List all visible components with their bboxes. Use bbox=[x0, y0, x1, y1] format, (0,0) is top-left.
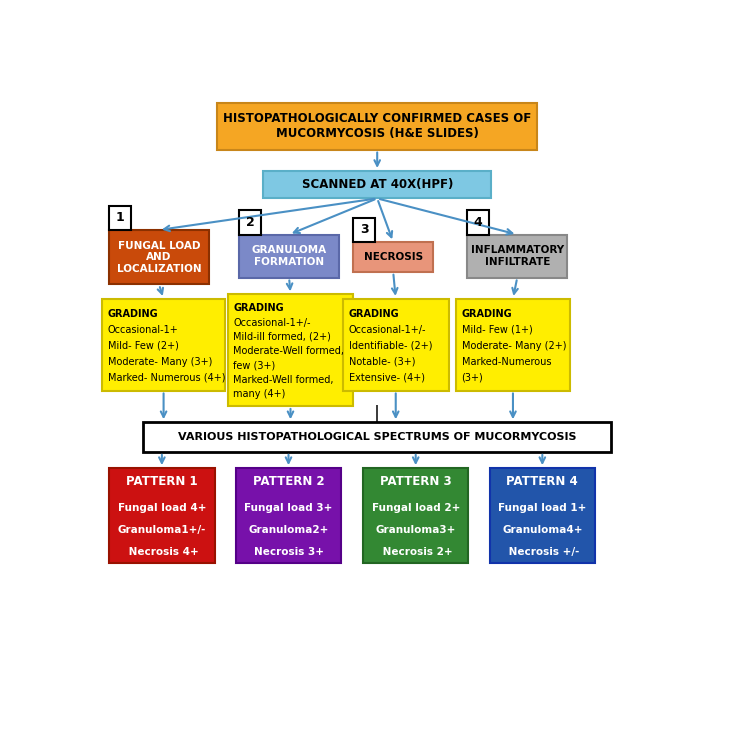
FancyBboxPatch shape bbox=[353, 242, 433, 272]
Text: INFLAMMATORY
INFILTRATE: INFLAMMATORY INFILTRATE bbox=[470, 245, 564, 267]
Text: Moderate- Many (2+): Moderate- Many (2+) bbox=[461, 340, 566, 351]
Text: Mild-ill formed, (2+): Mild-ill formed, (2+) bbox=[233, 332, 331, 342]
Text: Extensive- (4+): Extensive- (4+) bbox=[349, 373, 425, 383]
Text: Moderate-Well formed,: Moderate-Well formed, bbox=[233, 346, 344, 356]
Text: FUNGAL LOAD
AND
LOCALIZATION: FUNGAL LOAD AND LOCALIZATION bbox=[117, 241, 202, 274]
Text: (3+): (3+) bbox=[461, 373, 484, 383]
Text: Necrosis 3+: Necrosis 3+ bbox=[253, 547, 324, 557]
Text: Notable- (3+): Notable- (3+) bbox=[349, 357, 415, 367]
Text: Necrosis 4+: Necrosis 4+ bbox=[125, 547, 199, 557]
FancyBboxPatch shape bbox=[102, 299, 225, 390]
FancyBboxPatch shape bbox=[456, 299, 570, 390]
Text: PATTERN 4: PATTERN 4 bbox=[506, 475, 578, 488]
Text: Mild- Few (2+): Mild- Few (2+) bbox=[108, 340, 179, 351]
Text: VARIOUS HISTOPATHOLOGICAL SPECTRUMS OF MUCORMYCOSIS: VARIOUS HISTOPATHOLOGICAL SPECTRUMS OF M… bbox=[178, 432, 576, 442]
Text: Granuloma1+/-: Granuloma1+/- bbox=[118, 524, 206, 535]
Text: Marked- Numerous (4+): Marked- Numerous (4+) bbox=[108, 373, 225, 383]
Text: Identifiable- (2+): Identifiable- (2+) bbox=[349, 340, 432, 351]
Text: Fungal load 1+: Fungal load 1+ bbox=[498, 503, 587, 513]
Text: 2: 2 bbox=[246, 216, 255, 229]
FancyBboxPatch shape bbox=[239, 235, 339, 278]
FancyBboxPatch shape bbox=[343, 299, 448, 390]
Text: Occasional-1+/-: Occasional-1+/- bbox=[349, 325, 426, 335]
Text: 4: 4 bbox=[474, 216, 483, 229]
FancyBboxPatch shape bbox=[263, 171, 492, 198]
FancyBboxPatch shape bbox=[467, 235, 567, 278]
Text: Fungal load 2+: Fungal load 2+ bbox=[372, 503, 460, 513]
Text: few (3+): few (3+) bbox=[233, 361, 276, 370]
Text: GRADING: GRADING bbox=[349, 308, 400, 319]
Text: Fungal load 4+: Fungal load 4+ bbox=[118, 503, 206, 513]
Text: NECROSIS: NECROSIS bbox=[364, 252, 422, 262]
Text: Occasional-1+/-: Occasional-1+/- bbox=[233, 317, 311, 328]
Text: GRANULOMA
FORMATION: GRANULOMA FORMATION bbox=[252, 245, 327, 267]
Text: PATTERN 1: PATTERN 1 bbox=[126, 475, 198, 488]
Text: GRADING: GRADING bbox=[108, 308, 158, 319]
Text: GRADING: GRADING bbox=[461, 308, 512, 319]
Text: Granuloma4+: Granuloma4+ bbox=[502, 524, 583, 535]
Text: Marked-Well formed,: Marked-Well formed, bbox=[233, 375, 334, 385]
Text: Necrosis 2+: Necrosis 2+ bbox=[379, 547, 453, 557]
Text: 3: 3 bbox=[360, 224, 369, 236]
Text: 1: 1 bbox=[116, 212, 124, 224]
FancyBboxPatch shape bbox=[109, 468, 215, 562]
FancyBboxPatch shape bbox=[489, 468, 595, 562]
Text: Moderate- Many (3+): Moderate- Many (3+) bbox=[108, 357, 213, 367]
Text: Marked-Numerous: Marked-Numerous bbox=[461, 357, 551, 367]
Text: SCANNED AT 40X(HPF): SCANNED AT 40X(HPF) bbox=[302, 178, 453, 191]
Text: HISTOPATHOLOGICALLY CONFIRMED CASES OF
MUCORMYCOSIS (H&E SLIDES): HISTOPATHOLOGICALLY CONFIRMED CASES OF M… bbox=[223, 112, 531, 140]
Text: PATTERN 3: PATTERN 3 bbox=[380, 475, 451, 488]
FancyBboxPatch shape bbox=[109, 206, 131, 230]
Text: Granuloma2+: Granuloma2+ bbox=[248, 524, 329, 535]
FancyBboxPatch shape bbox=[236, 468, 342, 562]
FancyBboxPatch shape bbox=[363, 468, 468, 562]
Text: Necrosis +/-: Necrosis +/- bbox=[505, 547, 579, 557]
FancyBboxPatch shape bbox=[227, 294, 353, 406]
FancyBboxPatch shape bbox=[239, 210, 261, 235]
Text: |: | bbox=[374, 405, 381, 423]
FancyBboxPatch shape bbox=[218, 103, 537, 150]
FancyBboxPatch shape bbox=[353, 218, 375, 242]
FancyBboxPatch shape bbox=[144, 422, 611, 452]
FancyBboxPatch shape bbox=[467, 210, 489, 235]
Text: Granuloma3+: Granuloma3+ bbox=[375, 524, 456, 535]
Text: GRADING: GRADING bbox=[233, 303, 284, 313]
FancyBboxPatch shape bbox=[109, 230, 209, 285]
Text: PATTERN 2: PATTERN 2 bbox=[252, 475, 325, 488]
Text: Occasional-1+: Occasional-1+ bbox=[108, 325, 179, 335]
Text: Mild- Few (1+): Mild- Few (1+) bbox=[461, 325, 532, 335]
Text: many (4+): many (4+) bbox=[233, 390, 286, 399]
Text: Fungal load 3+: Fungal load 3+ bbox=[244, 503, 333, 513]
